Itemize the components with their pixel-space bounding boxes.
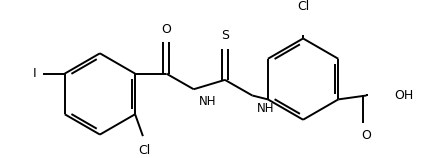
Text: Cl: Cl	[138, 144, 151, 157]
Text: NH: NH	[257, 102, 275, 115]
Text: S: S	[221, 29, 229, 42]
Text: O: O	[361, 129, 371, 142]
Text: I: I	[33, 67, 37, 80]
Text: Cl: Cl	[297, 0, 309, 13]
Text: OH: OH	[395, 89, 414, 102]
Text: NH: NH	[198, 95, 216, 109]
Text: O: O	[162, 23, 171, 36]
